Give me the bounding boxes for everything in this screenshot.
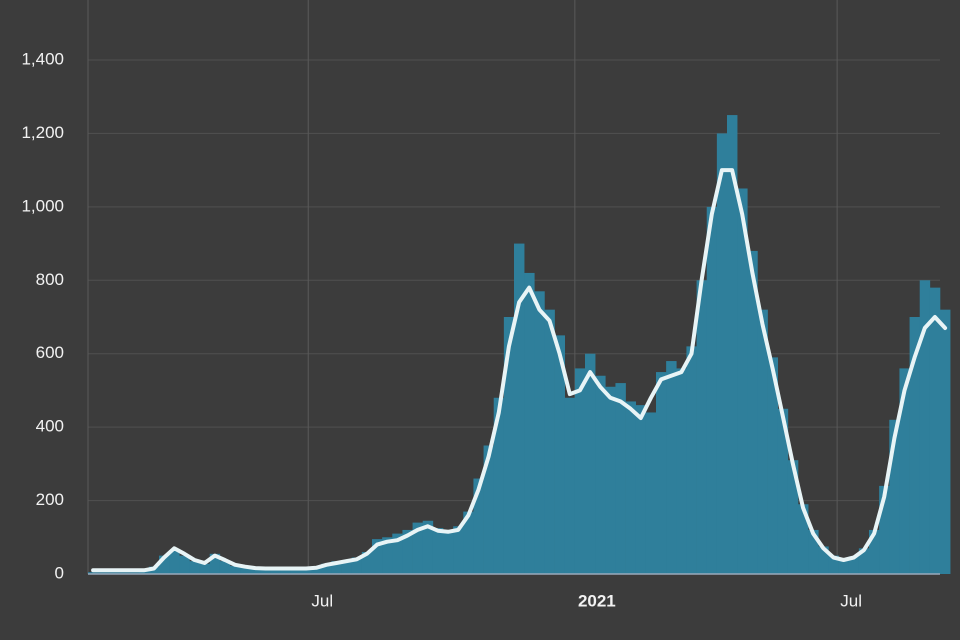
bar [443,529,454,574]
bar [706,206,718,574]
bar [321,563,332,574]
bar [666,361,677,574]
y-tick-label: 400 [36,417,64,436]
bar [169,550,180,574]
bar [341,560,353,574]
bar [595,375,606,574]
bar [301,568,312,574]
average-line [91,168,948,573]
bar [808,529,819,574]
bar [311,566,322,574]
bar [179,555,190,574]
bar [108,572,119,574]
bar [635,405,647,574]
bar [483,445,495,574]
bar [372,539,383,574]
bar [656,372,667,574]
x-tick-label: Jul [311,591,333,610]
bar [767,357,779,574]
bar [625,401,637,574]
bar [189,561,200,574]
bar [88,572,99,574]
bar [919,280,931,574]
bar [838,559,850,574]
y-tick-label: 1,000 [21,196,64,215]
bar [798,504,809,574]
bar [270,568,282,574]
bar [240,567,251,574]
bar [828,555,839,574]
y-tick-label: 600 [36,343,64,362]
bar [889,419,900,574]
y-tick-label: 800 [36,270,64,289]
y-tick-label: 1,200 [21,123,64,142]
bar [686,346,697,574]
bar [392,533,403,574]
bar [290,568,302,574]
x-tick-label: 2021 [578,591,616,610]
bar [737,188,748,574]
bar [564,397,576,574]
bar [645,412,657,574]
bar [280,568,292,574]
bar [382,537,393,574]
bar [98,572,109,574]
y-tick-label: 1,400 [21,49,64,68]
bar [351,557,363,574]
bar [209,553,221,574]
bar [615,383,626,574]
bar [514,243,525,575]
y-tick-label: 0 [55,563,64,582]
bar [199,563,211,574]
bar [422,520,434,574]
bar [159,555,170,574]
bar [402,529,413,574]
bar [909,317,921,574]
bar [747,250,758,574]
bar [757,309,768,574]
bar [453,526,464,574]
bar [432,528,444,574]
bar [585,353,596,574]
bar [696,280,708,574]
bar [138,571,150,574]
bar [503,317,515,574]
bar [676,368,687,574]
bar [524,272,535,574]
bar [463,511,474,574]
bar [858,548,870,574]
bar [534,291,545,574]
bar [879,485,890,574]
bar [716,133,728,574]
bar [848,556,860,574]
bar [219,561,231,574]
bar [777,408,789,574]
bar [230,565,241,574]
bar [493,397,505,574]
bar [899,368,910,574]
bar [605,386,616,574]
bar [554,335,566,574]
y-tick-label: 200 [36,490,64,509]
bar [929,287,941,574]
x-tick-label: Jul [840,591,862,610]
bar [727,115,738,575]
bar [118,572,129,574]
bar [787,460,799,574]
bar [361,551,373,574]
bar [574,368,586,574]
bar [818,546,829,574]
bar [869,529,880,574]
bar [940,309,951,574]
bar [331,561,342,574]
bar [473,478,484,574]
bar [250,568,261,574]
bar [412,522,424,574]
bar [260,568,271,574]
bar [544,309,555,574]
bar [128,572,140,574]
